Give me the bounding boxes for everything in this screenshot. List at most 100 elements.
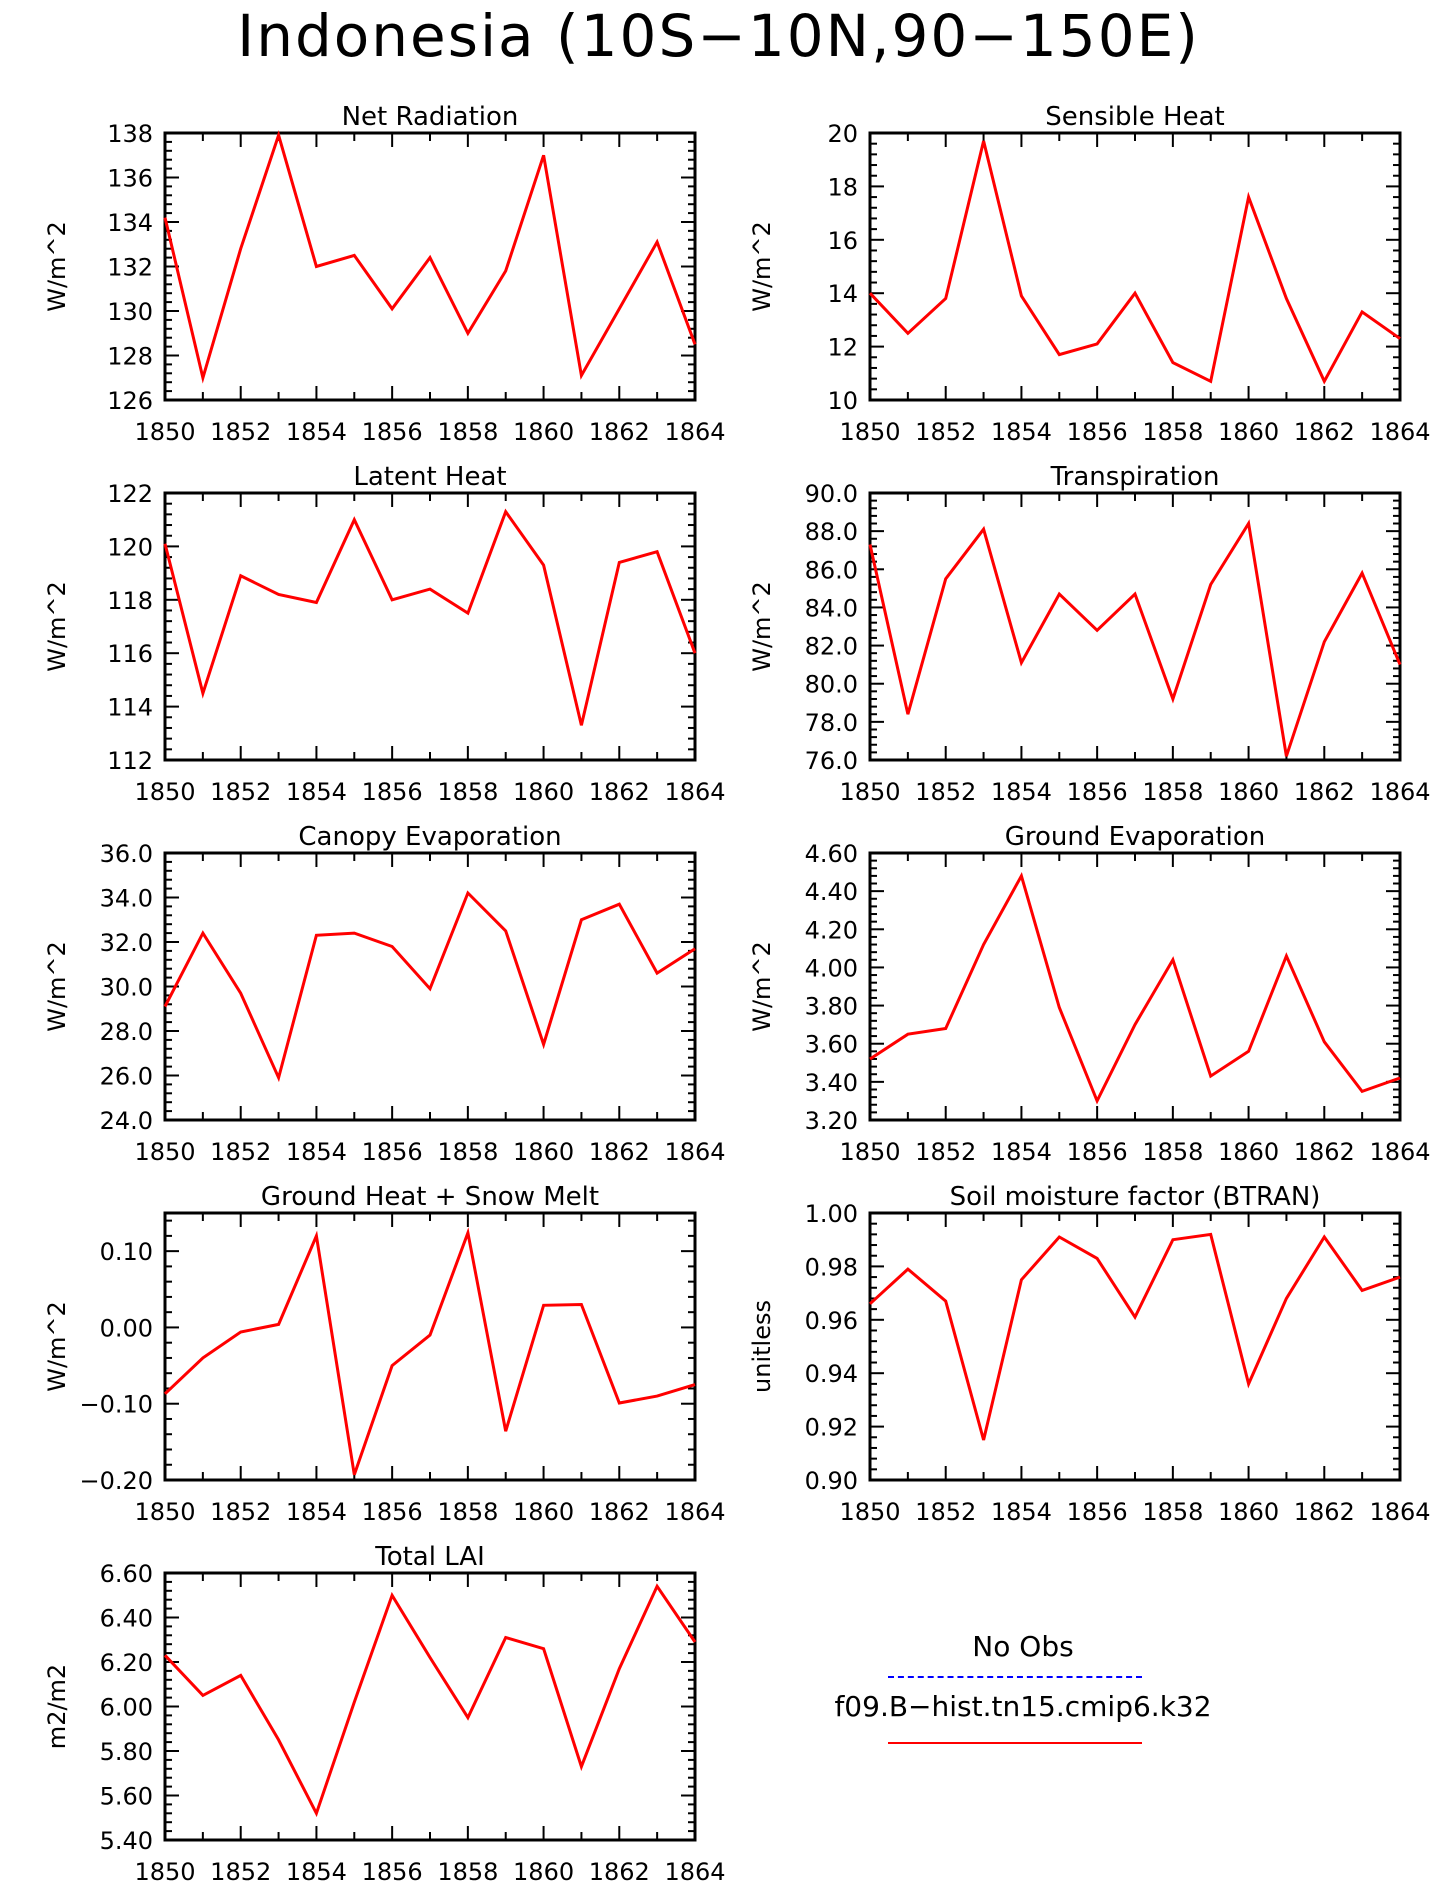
x-tick-label: 1856 [362, 778, 423, 806]
x-tick-label: 1862 [589, 778, 650, 806]
chart-panel-2: 1850 1852 1854 1856 1858 1860 1862 1864 10 12 14 16… [748, 102, 1431, 446]
y-tick-label: 78.0 [805, 709, 858, 737]
y-tick-label: 88.0 [805, 518, 858, 546]
x-tick-label: 1854 [991, 418, 1052, 446]
y-tick-label: 3.40 [805, 1069, 858, 1097]
x-tick-label: 1850 [839, 1498, 900, 1526]
panel-title: Ground Evaporation [1005, 822, 1265, 852]
y-tick-label: 5.80 [100, 1738, 153, 1766]
y-tick-label: 120 [107, 533, 153, 561]
x-tick-label: 1860 [513, 778, 574, 806]
y-tick-label: −0.20 [79, 1467, 153, 1495]
x-tick-label: 1860 [1218, 1138, 1279, 1166]
y-axis-label: W/m^2 [43, 581, 71, 672]
x-tick-label: 1860 [1218, 1498, 1279, 1526]
x-tick-label: 1852 [915, 1138, 976, 1166]
x-tick-label: 1858 [437, 1858, 498, 1886]
y-tick-label: 90.0 [805, 480, 858, 508]
y-tick-label: 0.00 [100, 1314, 153, 1342]
x-tick-label: 1858 [1142, 1138, 1203, 1166]
x-tick-label: 1862 [589, 1858, 650, 1886]
plot-frame [868, 491, 1402, 762]
x-tick-label: 1854 [286, 1498, 347, 1526]
panel-title: Net Radiation [342, 102, 519, 132]
x-tick-label: 1860 [1218, 778, 1279, 806]
x-tick-label: 1850 [134, 1138, 195, 1166]
y-tick-label: 30.0 [100, 974, 153, 1002]
x-tick-label: 1864 [664, 1138, 725, 1166]
x-tick-label: 1850 [134, 1498, 195, 1526]
x-tick-label: 1864 [1369, 778, 1430, 806]
y-tick-label: 4.40 [805, 878, 858, 906]
y-tick-label: 14 [827, 280, 858, 308]
x-tick-label: 1856 [1067, 1498, 1128, 1526]
x-tick-label: 1864 [1369, 418, 1430, 446]
x-tick-label: 1850 [134, 778, 195, 806]
y-axis-label: W/m^2 [43, 941, 71, 1032]
x-tick-label: 1852 [210, 1858, 271, 1886]
x-tick-label: 1856 [362, 1858, 423, 1886]
x-tick-label: 1850 [839, 1138, 900, 1166]
x-tick-label: 1862 [1294, 418, 1355, 446]
y-tick-label: 4.20 [805, 916, 858, 944]
y-axis-label: W/m^2 [748, 581, 776, 672]
y-axis-label: W/m^2 [748, 941, 776, 1032]
x-tick-label: 1858 [437, 1138, 498, 1166]
y-tick-label: 136 [107, 165, 153, 193]
y-tick-label: 6.20 [100, 1649, 153, 1677]
plot-frame [868, 1211, 1402, 1482]
y-tick-label: 76.0 [805, 747, 858, 775]
x-tick-label: 1856 [362, 418, 423, 446]
x-tick-label: 1864 [664, 1498, 725, 1526]
legend-obs-label: No Obs [972, 1630, 1074, 1663]
y-tick-label: 12 [827, 334, 858, 362]
x-tick-label: 1864 [664, 778, 725, 806]
x-tick-label: 1850 [134, 418, 195, 446]
series-line [163, 130, 697, 384]
y-tick-label: 16 [827, 227, 858, 255]
x-tick-label: 1852 [915, 1498, 976, 1526]
y-tick-label: 84.0 [805, 594, 858, 622]
y-tick-label: 6.60 [100, 1560, 153, 1588]
plot-frame [163, 131, 697, 402]
y-tick-label: 118 [107, 587, 153, 615]
legend-obs-line [888, 1676, 1142, 1678]
x-tick-label: 1856 [362, 1138, 423, 1166]
x-tick-label: 1852 [210, 778, 271, 806]
y-tick-label: 0.90 [805, 1467, 858, 1495]
y-tick-label: 5.60 [100, 1783, 153, 1811]
x-tick-label: 1854 [991, 778, 1052, 806]
x-tick-label: 1858 [1142, 418, 1203, 446]
y-tick-label: 132 [107, 254, 153, 282]
y-tick-label: 36.0 [100, 840, 153, 868]
x-tick-label: 1858 [1142, 1498, 1203, 1526]
y-tick-label: 6.00 [100, 1694, 153, 1722]
y-tick-label: 0.94 [805, 1360, 858, 1388]
y-tick-label: 24.0 [100, 1107, 153, 1135]
x-tick-label: 1860 [513, 418, 574, 446]
y-tick-label: 26.0 [100, 1063, 153, 1091]
series-line [868, 1232, 1401, 1441]
y-tick-label: 32.0 [100, 929, 153, 957]
legend-model-line [888, 1742, 1142, 1744]
y-axis-label: W/m^2 [43, 221, 71, 312]
y-tick-label: 3.20 [805, 1107, 858, 1135]
chart-panel-7: 1850 1852 1854 1856 1858 1860 1862 1864 −0.20 −0.… [43, 1182, 726, 1526]
x-tick-label: 1858 [437, 418, 498, 446]
x-tick-label: 1858 [437, 1498, 498, 1526]
chart-panel-3: 1850 1852 1854 1856 1858 1860 1862 1864 112 114 11… [43, 462, 726, 806]
y-tick-label: 18 [827, 173, 858, 201]
x-tick-label: 1850 [839, 778, 900, 806]
x-tick-label: 1864 [664, 1858, 725, 1886]
plot-frame [163, 1211, 697, 1482]
panel-title: Total LAI [374, 1542, 485, 1572]
chart-panel-9: 1850 1852 1854 1856 1858 1860 1862 1864 5.40 5.60… [43, 1542, 726, 1886]
y-tick-label: 0.96 [805, 1307, 858, 1335]
series-line [869, 871, 1401, 1105]
y-tick-label: 122 [107, 480, 153, 508]
x-tick-label: 1864 [1369, 1138, 1430, 1166]
y-tick-label: 126 [107, 387, 153, 415]
x-tick-label: 1860 [513, 1138, 574, 1166]
y-tick-label: 0.92 [805, 1414, 858, 1442]
